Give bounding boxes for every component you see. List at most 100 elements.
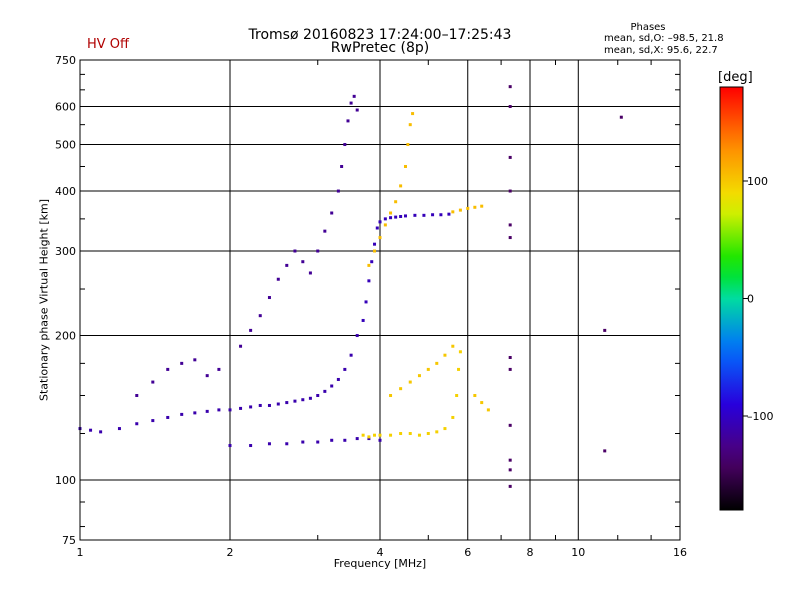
- data-point: [457, 367, 461, 371]
- data-point: [443, 353, 447, 357]
- y-tick-label: 300: [55, 245, 76, 258]
- data-point: [205, 374, 209, 378]
- data-point: [375, 226, 379, 230]
- data-point: [508, 189, 512, 193]
- data-point: [603, 328, 607, 332]
- data-point: [301, 440, 305, 444]
- data-point: [239, 406, 243, 410]
- data-point: [399, 432, 403, 436]
- data-point: [411, 112, 415, 116]
- x-tick-label: 1: [77, 546, 84, 559]
- data-point: [361, 433, 365, 437]
- data-point: [364, 300, 368, 304]
- data-point: [443, 427, 447, 431]
- data-point: [228, 408, 232, 412]
- data-point: [603, 449, 607, 453]
- data-point: [276, 402, 280, 406]
- data-point: [293, 249, 297, 253]
- data-point: [480, 401, 484, 405]
- data-point: [417, 433, 421, 437]
- colorbar-unit-label: [deg]: [718, 70, 753, 85]
- x-tick-label: 16: [673, 546, 687, 559]
- data-point: [367, 435, 371, 439]
- x-tick-label: 6: [464, 546, 471, 559]
- data-point: [151, 419, 155, 423]
- data-point: [370, 260, 374, 264]
- data-point: [205, 409, 209, 413]
- x-tick-label: 8: [527, 546, 534, 559]
- y-tick-label: 400: [55, 185, 76, 198]
- data-point: [258, 314, 262, 318]
- data-point: [508, 468, 512, 472]
- data-point: [447, 212, 451, 216]
- data-point: [508, 484, 512, 488]
- data-point: [89, 428, 93, 432]
- colorbar-tick-label: 0: [747, 293, 754, 306]
- y-tick-label: 600: [55, 101, 76, 114]
- data-point: [367, 437, 371, 441]
- colorbar-tick-label: –100: [747, 410, 774, 423]
- data-point: [408, 432, 412, 436]
- data-point: [373, 249, 377, 253]
- data-point: [508, 423, 512, 427]
- data-point: [267, 442, 271, 446]
- y-tick-label: 100: [55, 474, 76, 487]
- data-point: [349, 353, 353, 357]
- data-point: [508, 223, 512, 227]
- data-point: [336, 377, 340, 381]
- data-point: [508, 355, 512, 359]
- data-point: [408, 123, 412, 127]
- phases-x-stats: mean, sd,X: 95.6, 22.7: [604, 45, 718, 56]
- data-point: [193, 358, 197, 362]
- data-point: [343, 143, 347, 147]
- x-tick-label: 4: [377, 546, 384, 559]
- y-tick-label: 75: [62, 534, 76, 547]
- data-point: [293, 399, 297, 403]
- data-point: [267, 403, 271, 407]
- data-point: [480, 204, 484, 208]
- data-point: [417, 374, 421, 378]
- data-point: [336, 189, 340, 193]
- data-point: [435, 361, 439, 365]
- data-point: [619, 115, 623, 119]
- data-point: [508, 85, 512, 89]
- data-point: [508, 236, 512, 240]
- data-point: [285, 263, 289, 267]
- data-point: [378, 433, 382, 437]
- data-point: [355, 334, 359, 338]
- data-point: [343, 438, 347, 442]
- data-point: [378, 438, 382, 442]
- data-point: [193, 411, 197, 415]
- phases-o-stats: mean, sd,O: –98.5, 21.8: [604, 33, 724, 44]
- data-point: [451, 210, 455, 214]
- data-point: [346, 119, 350, 123]
- data-point: [486, 408, 490, 412]
- data-point: [316, 394, 320, 398]
- data-point: [389, 433, 393, 437]
- data-point: [389, 394, 393, 398]
- hv-status-label: HV Off: [87, 37, 129, 52]
- data-point: [373, 242, 377, 246]
- data-point: [403, 164, 407, 168]
- data-point: [340, 164, 344, 168]
- data-point: [399, 184, 403, 188]
- data-point: [135, 422, 139, 426]
- data-point: [389, 216, 393, 220]
- data-point: [399, 215, 403, 219]
- data-point: [451, 415, 455, 419]
- data-point: [426, 432, 430, 436]
- data-point: [508, 367, 512, 371]
- data-point: [435, 430, 439, 434]
- data-point: [228, 444, 232, 448]
- data-point: [378, 220, 382, 224]
- data-point: [166, 415, 170, 419]
- data-point: [451, 344, 455, 348]
- data-point: [361, 318, 365, 322]
- data-point: [330, 384, 334, 388]
- chart-title: Tromsø 20160823 17:24:00–17:25:43: [248, 27, 512, 43]
- y-axis-label: Stationary phase Virtual Height [km]: [37, 198, 51, 402]
- data-point: [151, 380, 155, 384]
- data-point: [389, 211, 393, 215]
- x-tick-label: 2: [227, 546, 234, 559]
